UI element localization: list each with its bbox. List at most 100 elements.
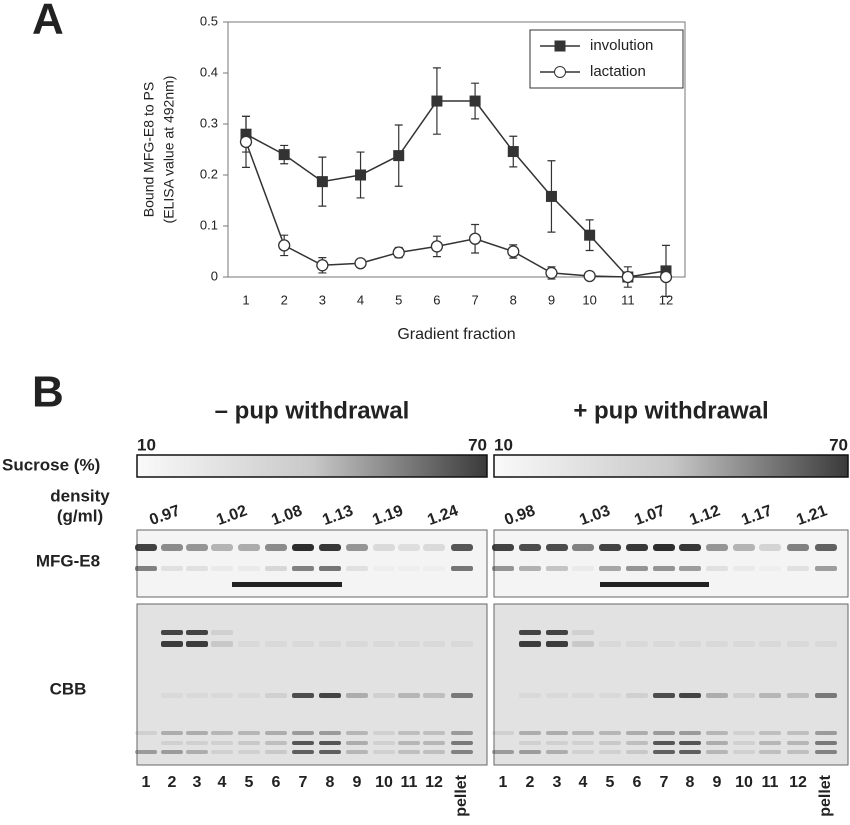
band bbox=[398, 750, 420, 754]
x-tick-label: 11 bbox=[621, 292, 635, 307]
band bbox=[135, 750, 157, 754]
sucrose-min: 10 bbox=[137, 435, 156, 454]
lane-label: 8 bbox=[326, 774, 335, 791]
x-tick-label: 8 bbox=[510, 292, 517, 307]
band bbox=[346, 731, 368, 735]
band bbox=[572, 544, 594, 551]
band bbox=[319, 566, 341, 571]
lane-label: 3 bbox=[193, 774, 202, 791]
sucrose-min: 10 bbox=[494, 435, 513, 454]
band bbox=[599, 750, 621, 754]
lane-label: 6 bbox=[272, 774, 281, 791]
band bbox=[346, 544, 368, 551]
legend-marker bbox=[554, 66, 566, 78]
density-label: density bbox=[50, 486, 110, 505]
row-label: CBB bbox=[50, 679, 87, 698]
sucrose-max: 70 bbox=[468, 435, 487, 454]
band bbox=[211, 630, 233, 635]
marker bbox=[431, 95, 443, 107]
marker bbox=[316, 176, 328, 188]
band bbox=[815, 693, 837, 698]
band bbox=[423, 693, 445, 698]
lane-label: 2 bbox=[168, 774, 177, 791]
marker bbox=[239, 135, 253, 149]
band bbox=[626, 566, 648, 571]
band bbox=[653, 741, 675, 745]
band bbox=[706, 693, 728, 698]
x-tick-label: 10 bbox=[582, 292, 596, 307]
band bbox=[373, 693, 395, 698]
band bbox=[319, 544, 341, 551]
band bbox=[706, 741, 728, 745]
lane-label: 3 bbox=[553, 774, 562, 791]
band bbox=[135, 544, 157, 551]
band bbox=[653, 693, 675, 698]
band bbox=[186, 731, 208, 735]
band bbox=[319, 741, 341, 745]
row-label: MFG-E8 bbox=[36, 551, 100, 570]
band bbox=[238, 566, 260, 571]
marker bbox=[354, 257, 367, 270]
data-line bbox=[245, 100, 667, 278]
band bbox=[572, 741, 594, 745]
panel-label: A bbox=[32, 0, 64, 44]
band bbox=[238, 750, 260, 754]
band bbox=[706, 731, 728, 735]
y-axis-label: Bound MFG-E8 to PS bbox=[141, 82, 157, 217]
lane-label: 1 bbox=[142, 774, 151, 791]
y-tick-label: 0 bbox=[211, 268, 218, 283]
band bbox=[319, 641, 341, 647]
band bbox=[373, 750, 395, 754]
band bbox=[265, 741, 287, 745]
lane-label: 10 bbox=[735, 774, 753, 791]
band bbox=[759, 731, 781, 735]
band bbox=[519, 741, 541, 745]
band bbox=[423, 731, 445, 735]
band bbox=[519, 731, 541, 735]
marker bbox=[278, 149, 290, 161]
cbb-gel bbox=[493, 603, 849, 766]
band bbox=[653, 731, 675, 735]
band bbox=[519, 641, 541, 647]
lane-label: 8 bbox=[686, 774, 695, 791]
lane-label: 10 bbox=[375, 774, 393, 791]
band bbox=[373, 641, 395, 647]
marker bbox=[430, 240, 444, 253]
band bbox=[815, 641, 837, 647]
band bbox=[451, 693, 473, 698]
x-tick-label: 4 bbox=[357, 292, 364, 307]
band bbox=[451, 741, 473, 745]
data-line bbox=[245, 141, 666, 278]
lane-label: 7 bbox=[660, 774, 669, 791]
lane-label: pellet bbox=[817, 774, 834, 816]
density-value: 0.98 bbox=[502, 502, 537, 529]
x-tick-label: 2 bbox=[281, 292, 288, 307]
band bbox=[626, 731, 648, 735]
band bbox=[292, 641, 314, 647]
band bbox=[599, 641, 621, 647]
band bbox=[186, 566, 208, 571]
band bbox=[679, 693, 701, 698]
band bbox=[787, 544, 809, 551]
band bbox=[572, 750, 594, 754]
band bbox=[292, 566, 314, 571]
band bbox=[492, 566, 514, 571]
x-tick-label: 1 bbox=[242, 292, 249, 307]
band bbox=[451, 750, 473, 754]
band bbox=[161, 750, 183, 754]
band bbox=[319, 693, 341, 698]
band bbox=[626, 741, 648, 745]
band bbox=[398, 731, 420, 735]
marker bbox=[507, 245, 520, 258]
band bbox=[451, 731, 473, 735]
band bbox=[186, 693, 208, 698]
band bbox=[519, 630, 541, 635]
band bbox=[546, 741, 568, 745]
density-value: 1.12 bbox=[687, 502, 722, 529]
marker bbox=[659, 270, 673, 284]
band bbox=[706, 544, 728, 551]
band bbox=[292, 741, 314, 745]
band bbox=[161, 693, 183, 698]
band bbox=[238, 731, 260, 735]
band bbox=[265, 731, 287, 735]
